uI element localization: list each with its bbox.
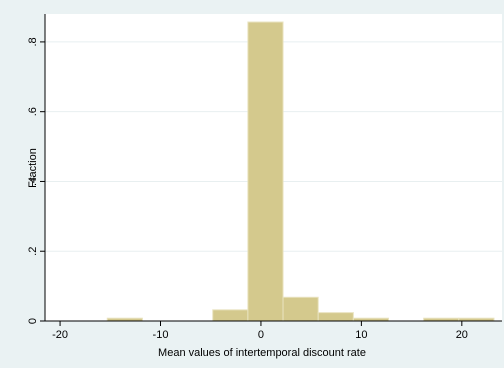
- x-tick-label-2: 0: [258, 329, 264, 341]
- y-axis-title: Fraction: [27, 148, 39, 188]
- y-tick-label-1: .2: [27, 247, 39, 256]
- x-tick-label-1: -10: [153, 329, 169, 341]
- histogram-bar-4: [247, 21, 284, 322]
- bars: [106, 21, 495, 322]
- histogram-bar-5: [282, 296, 319, 322]
- histogram-bar-3: [212, 309, 249, 322]
- x-tick-label-4: 20: [456, 329, 468, 341]
- y-ticks: 0 .2 .4 .6 .8: [27, 37, 45, 324]
- x-ticks: -20 -10 0 10 20: [52, 321, 468, 341]
- x-axis-title: Mean values of intertemporal discount ra…: [158, 347, 366, 359]
- x-tick-label-0: -20: [52, 329, 68, 341]
- y-tick-label-3: .6: [27, 107, 39, 116]
- y-tick-label-4: .8: [27, 37, 39, 46]
- y-tick-label-0: 0: [27, 318, 39, 324]
- x-tick-label-3: 10: [355, 329, 367, 341]
- histogram-bar-6: [317, 312, 354, 322]
- y-tick-label-2: .4: [27, 177, 39, 186]
